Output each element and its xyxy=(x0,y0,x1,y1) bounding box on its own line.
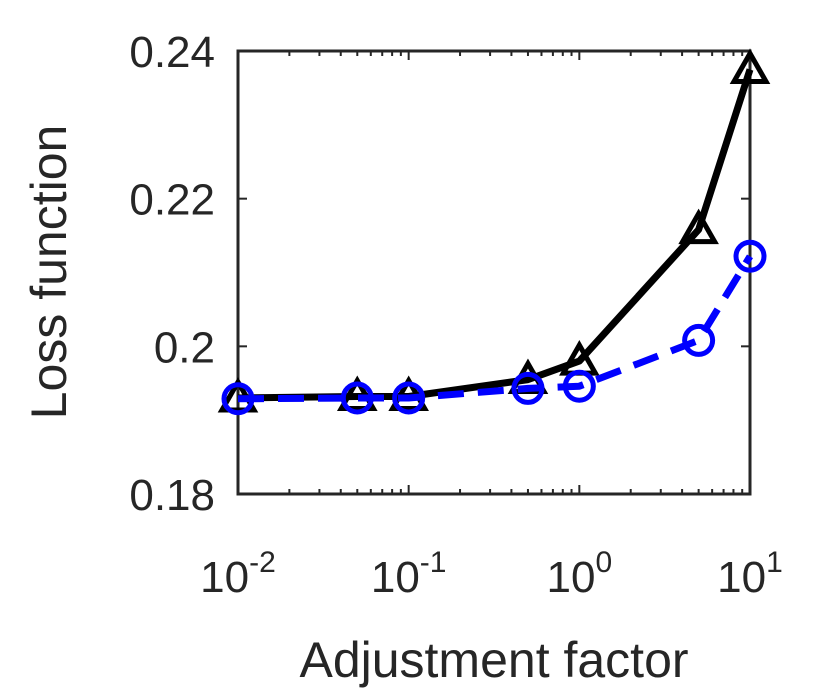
x-tick-labels: 10-2 10-1 100 101 xyxy=(200,546,783,602)
y-axis-label: Loss function xyxy=(21,125,77,420)
x-tick-label: 101 xyxy=(717,546,783,602)
series-1-point xyxy=(678,208,719,245)
series-layer xyxy=(217,48,771,416)
y-tick-label: 0.24 xyxy=(129,28,215,77)
series-1-line xyxy=(237,68,754,402)
series-2-line xyxy=(237,254,753,403)
series-2-point xyxy=(682,323,716,357)
y-tick-label: 0.18 xyxy=(129,471,215,520)
y-tick-label: 0.2 xyxy=(154,323,215,372)
y-tick-label: 0.22 xyxy=(129,176,215,225)
plot-frame xyxy=(236,49,752,496)
series-1-point xyxy=(729,48,771,84)
y-tick-labels: 0.18 0.2 0.22 0.24 xyxy=(129,28,215,520)
x-tick-label: 10-2 xyxy=(200,546,276,602)
x-tick-label: 10-1 xyxy=(371,546,447,602)
tick-marks xyxy=(237,50,750,495)
series-2-point xyxy=(733,239,767,273)
series-2-point xyxy=(221,382,255,416)
series-2-point xyxy=(511,371,545,405)
x-axis-label: Adjustment factor xyxy=(299,632,688,688)
series-2-point xyxy=(392,381,426,415)
series-2-point xyxy=(562,369,596,403)
series-2-point xyxy=(340,381,374,415)
x-tick-label: 100 xyxy=(547,546,613,602)
